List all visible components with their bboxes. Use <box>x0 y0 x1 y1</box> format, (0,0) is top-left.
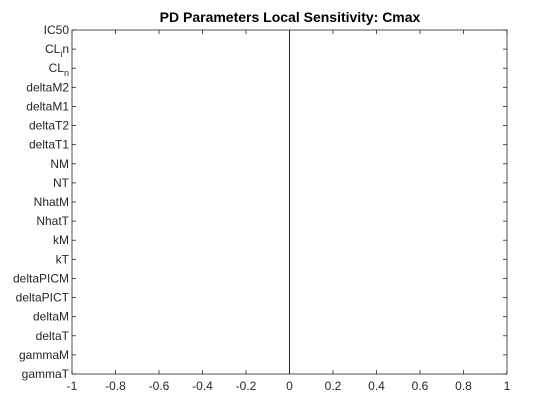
y-tick-label-12: kT <box>56 252 70 266</box>
y-tick-label-7: NM <box>50 157 69 171</box>
y-tick-label-4: deltaM1 <box>26 99 69 113</box>
y-tick-label-16: deltaT <box>36 329 70 343</box>
y-tick-label-2: CLn <box>49 61 69 78</box>
y-tick-label-5: deltaT2 <box>29 119 69 133</box>
plot-area: -1 -0.8 -0.6 -0.4 -0.2 0 0.2 0.4 0.6 0.8 1 IC50 CLin… <box>13 23 511 393</box>
x-tick-label-1: -0.8 <box>105 379 126 393</box>
y-tick-label-9: NhatM <box>34 195 69 209</box>
y-tick-label-0: IC50 <box>44 23 70 37</box>
x-tick-label-5: 0 <box>286 379 293 393</box>
x-tick-label-10: 1 <box>504 379 511 393</box>
y-tick-label-17: gammaM <box>19 348 69 362</box>
y-tick-label-1: CLin <box>45 42 69 59</box>
x-tick-label-6: 0.2 <box>325 379 342 393</box>
y-tick-label-8: NT <box>53 176 70 190</box>
chart-title: PD Parameters Local Sensitivity: Cmax <box>160 9 421 25</box>
y-tick-label-10: NhatT <box>36 214 69 228</box>
x-tick-label-2: -0.6 <box>149 379 170 393</box>
y-tick-label-14: deltaPICT <box>16 291 70 305</box>
x-tick-label-9: 0.8 <box>455 379 472 393</box>
y-tick-label-11: kM <box>53 233 69 247</box>
y-tick-label-6: deltaT1 <box>29 138 69 152</box>
x-tick-label-8: 0.6 <box>412 379 429 393</box>
x-tick-label-4: -0.2 <box>236 379 257 393</box>
y-tick-label-18: gammaT <box>22 367 70 381</box>
y-tick-label-13: deltaPICM <box>13 271 69 285</box>
y-tick-label-3: deltaM2 <box>26 80 69 94</box>
x-tick-label-7: 0.4 <box>368 379 385 393</box>
x-tick-label-3: -0.4 <box>192 379 213 393</box>
x-tick-label-0: -1 <box>67 379 78 393</box>
y-tick-label-15: deltaM <box>33 310 69 324</box>
